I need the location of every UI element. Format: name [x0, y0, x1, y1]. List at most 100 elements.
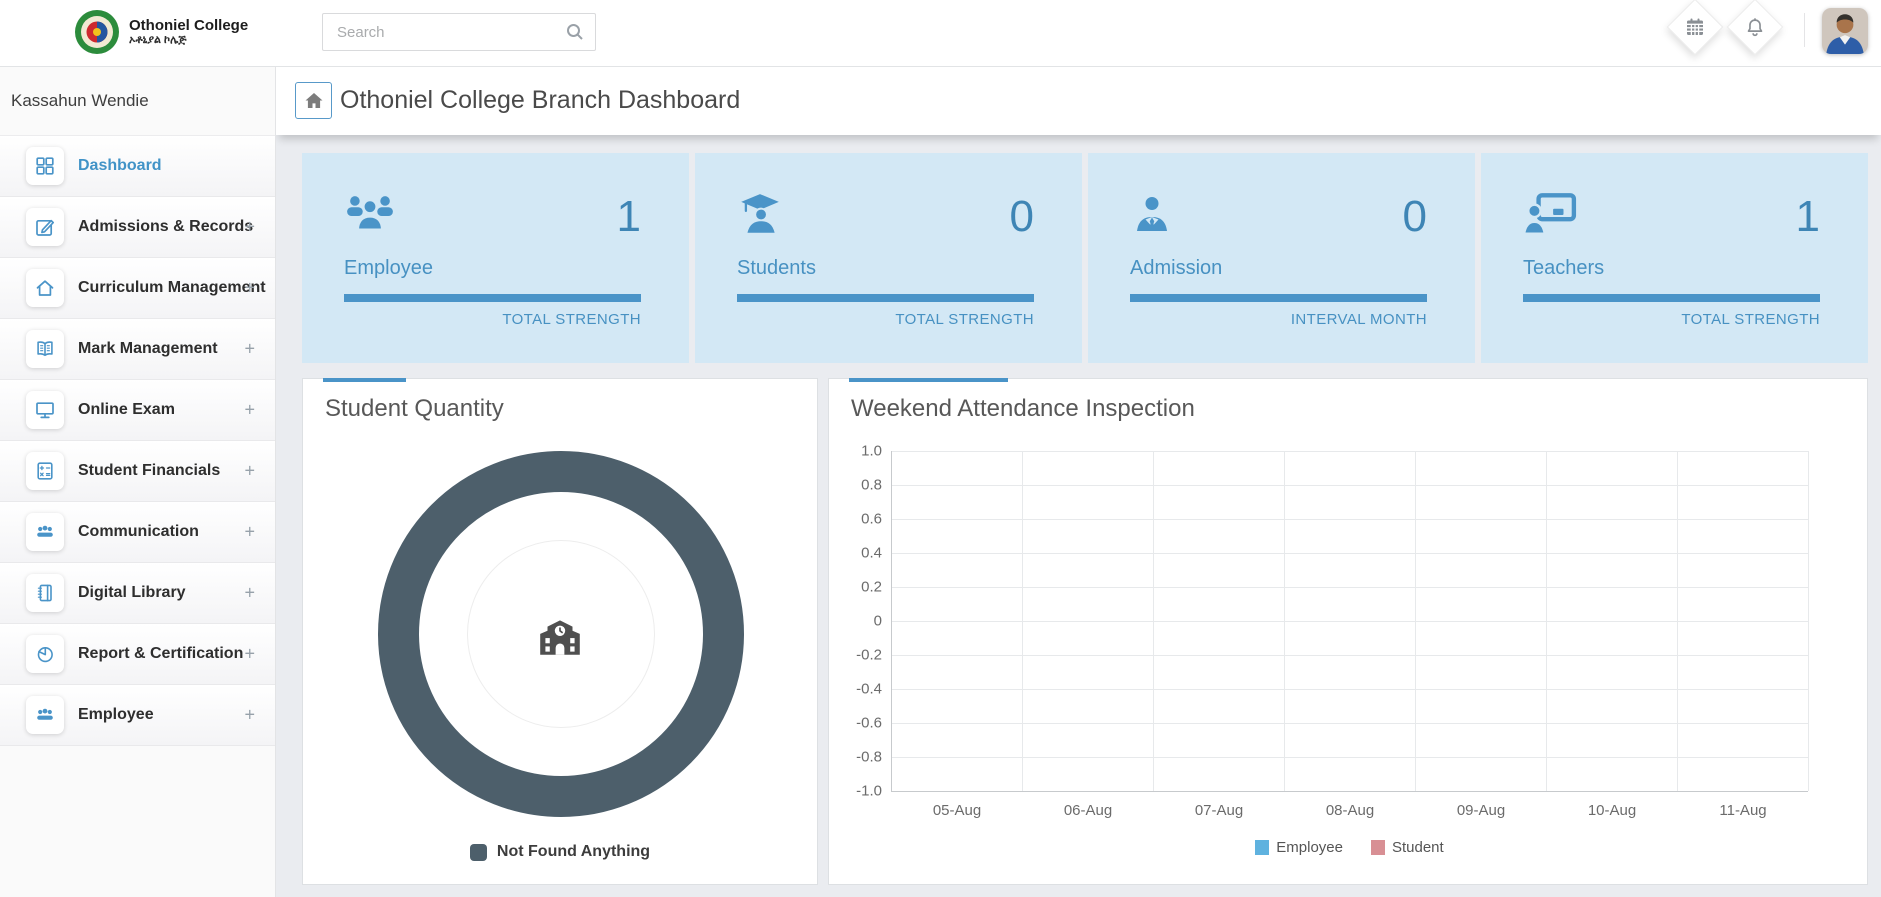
expand-plus: +	[244, 582, 255, 603]
sidebar-item-mark-management[interactable]: Mark Management +	[0, 319, 275, 380]
person-tie-icon	[1130, 193, 1174, 242]
student-quantity-panel: Student Quantity Not Found Anythin	[302, 378, 818, 885]
sidebar-item-label: Mark Management	[78, 340, 218, 357]
home-button[interactable]	[295, 82, 332, 119]
gridline-v	[1677, 451, 1678, 791]
sidebar-item-curriculum-management[interactable]: Curriculum Management +	[0, 258, 275, 319]
people-group-icon	[344, 193, 396, 242]
stat-card-students: 0 Students TOTAL STRENGTH	[695, 153, 1082, 363]
x-axis-tick: 10-Aug	[1587, 802, 1637, 819]
expand-plus: +	[244, 216, 255, 237]
brand-title: Othoniel College	[129, 17, 249, 34]
sidebar: Kassahun Wendie Dashboard Admissions & R…	[0, 67, 276, 897]
grid-icon	[26, 147, 64, 185]
gridline-h	[891, 791, 1808, 792]
stat-card-employee: 1 Employee TOTAL STRENGTH	[302, 153, 689, 363]
gridline-v	[1153, 451, 1154, 791]
sidebar-nav: Dashboard Admissions & Records + Curricu…	[0, 135, 275, 746]
search-box	[322, 13, 596, 51]
expand-plus: +	[244, 521, 255, 542]
stat-caption: TOTAL STRENGTH	[502, 311, 641, 328]
y-axis-tick: 0.2	[861, 578, 882, 596]
sidebar-item-dashboard[interactable]: Dashboard	[0, 136, 275, 197]
school-icon	[535, 611, 585, 666]
student-quantity-title: Student Quantity	[325, 395, 504, 422]
graduate-icon	[737, 192, 783, 243]
sidebar-user-name: Kassahun Wendie	[11, 91, 149, 110]
home-icon	[26, 269, 64, 307]
search-input[interactable]	[322, 13, 596, 51]
expand-plus: +	[244, 277, 255, 298]
top-header: Othoniel College ኦቶኒያል ኮሌጅ	[0, 0, 1881, 67]
calculator-icon	[26, 452, 64, 490]
y-axis-tick: -0.4	[856, 680, 882, 698]
stat-card-admission: 0 Admission INTERVAL MONTH	[1088, 153, 1475, 363]
x-axis-tick: 09-Aug	[1456, 802, 1506, 819]
gridline-h	[891, 689, 1808, 690]
calendar-icon	[1684, 16, 1706, 38]
stat-card-teachers: 1 Teachers TOTAL STRENGTH	[1481, 153, 1868, 363]
stat-bar	[737, 294, 1034, 302]
brand-subtitle: ኦቶኒያል ኮሌጅ	[129, 34, 187, 46]
gridline-v	[1546, 451, 1547, 791]
notifications-button[interactable]	[1726, 0, 1784, 56]
y-axis-tick: 0.8	[861, 476, 882, 494]
sidebar-item-communication[interactable]: Communication +	[0, 502, 275, 563]
line-chart-plot: 1.0 0.8 0.6 0.4 0.2 0 -0.2 -0.4 -0.6 -0.8 -1.0 05-A…	[856, 443, 1809, 819]
sidebar-item-report-certification[interactable]: Report & Certification +	[0, 624, 275, 685]
gridline-v	[1284, 451, 1285, 791]
stat-value: 1	[1795, 192, 1820, 241]
sidebar-item-online-exam[interactable]: Online Exam +	[0, 380, 275, 441]
sidebar-item-label: Employee	[78, 706, 154, 723]
sidebar-item-digital-library[interactable]: Digital Library +	[0, 563, 275, 624]
edit-icon	[26, 208, 64, 246]
legend-label: Employee	[1276, 839, 1343, 856]
legend-item-employee[interactable]: Employee	[1255, 839, 1343, 856]
stat-label: Teachers	[1523, 257, 1605, 279]
gridline-h	[891, 757, 1808, 758]
stat-label: Employee	[344, 257, 433, 279]
sidebar-item-label: Student Financials	[78, 462, 221, 479]
y-axis-tick: -0.2	[856, 646, 882, 664]
sidebar-item-employee[interactable]: Employee +	[0, 685, 275, 746]
panel-accent	[323, 378, 406, 382]
x-axis-tick: 07-Aug	[1194, 802, 1244, 819]
expand-plus: +	[244, 399, 255, 420]
sidebar-item-admissions-records[interactable]: Admissions & Records +	[0, 197, 275, 258]
pie-chart-icon	[26, 635, 64, 673]
y-axis-tick: 1.0	[861, 442, 882, 460]
sidebar-item-label: Dashboard	[78, 157, 162, 174]
legend-item-student[interactable]: Student	[1370, 839, 1444, 856]
sidebar-item-student-financials[interactable]: Student Financials +	[0, 441, 275, 502]
user-photo	[1822, 8, 1868, 54]
stat-cards-row: 1 Employee TOTAL STRENGTH	[302, 153, 1868, 363]
attendance-panel: Weekend Attendance Inspection 1.0 0.8 0.6 0…	[828, 378, 1868, 885]
page-title: Othoniel College Branch Dashboard	[340, 86, 741, 114]
college-logo-icon	[75, 10, 119, 54]
user-avatar[interactable]	[1822, 8, 1868, 54]
gridline-h	[891, 485, 1808, 486]
people-icon	[26, 696, 64, 734]
x-axis-tick: 11-Aug	[1719, 802, 1767, 819]
y-axis-tick: 0.4	[861, 544, 882, 562]
donut-legend-label: Not Found Anything	[496, 843, 651, 860]
x-axis-tick: 06-Aug	[1063, 802, 1113, 819]
x-axis-tick: 05-Aug	[932, 802, 982, 819]
stat-caption: INTERVAL MONTH	[1290, 311, 1427, 328]
legend-swatch	[1370, 840, 1385, 855]
stat-caption: TOTAL STRENGTH	[895, 311, 1034, 328]
gridline-v	[1415, 451, 1416, 791]
panel-accent	[849, 378, 1008, 382]
sidebar-item-label: Curriculum Management	[78, 279, 266, 296]
attendance-title: Weekend Attendance Inspection	[851, 395, 1195, 422]
gridline-h	[891, 723, 1808, 724]
donut-inner-circle	[467, 540, 655, 728]
expand-plus: +	[244, 338, 255, 359]
calendar-button[interactable]	[1666, 0, 1724, 56]
panels-row: Student Quantity Not Found Anythin	[302, 378, 1868, 885]
search-icon[interactable]	[564, 21, 586, 48]
gridline-h	[891, 655, 1808, 656]
stat-bar	[1130, 294, 1427, 302]
legend-swatch	[469, 843, 487, 861]
